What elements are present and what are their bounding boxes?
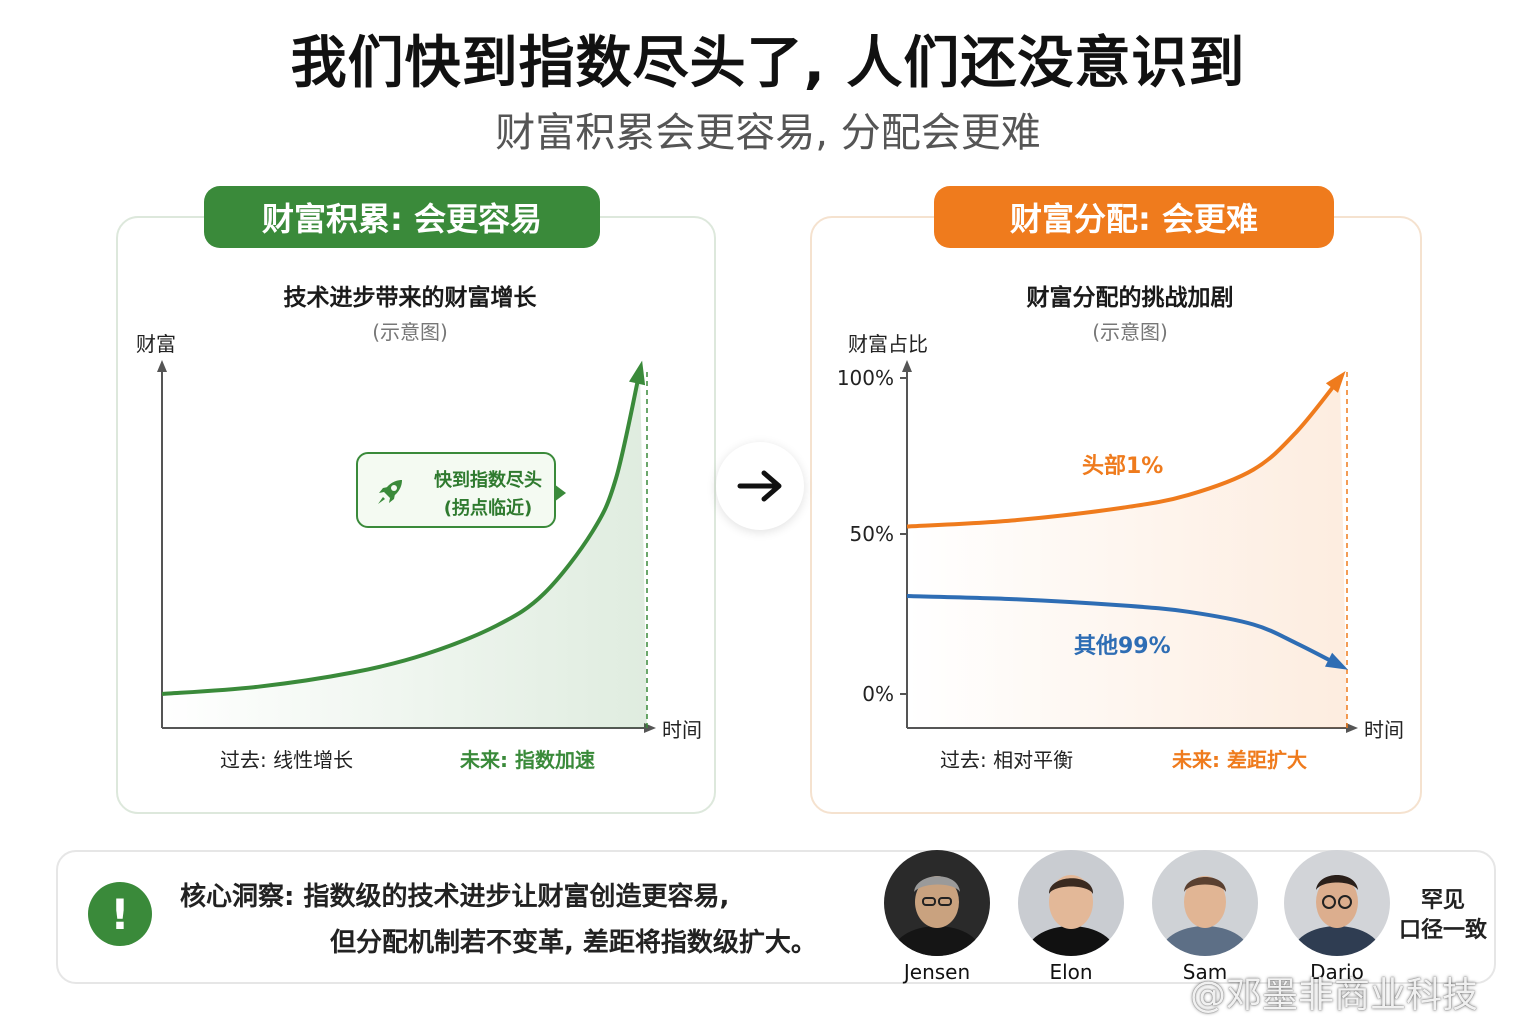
top-share-arrow-head bbox=[1325, 371, 1346, 393]
top-share-series-line bbox=[906, 376, 1342, 529]
wealth-distribution-badge: 财富分配: 会更难 bbox=[934, 186, 1334, 248]
rest-share-series-label: 其他99% bbox=[1074, 634, 1171, 659]
wealth-accumulation-badge: 财富积累: 会更容易 bbox=[204, 186, 600, 248]
portrait-jensen bbox=[884, 850, 990, 956]
y-tick-0: 0% bbox=[862, 682, 894, 706]
callout-subtitle: (拐点临近) bbox=[443, 498, 533, 519]
consensus-line-2: 口径一致 bbox=[1398, 918, 1487, 943]
growth-x-axis-label: 时间 bbox=[662, 718, 702, 742]
growth-y-axis-label: 财富 bbox=[136, 332, 176, 356]
inflection-callout: 快到指数尽头 (拐点临近) bbox=[356, 452, 566, 528]
insight-line-1: 核心洞察: 指数级的技术进步让财富创造更容易, bbox=[180, 882, 730, 912]
page-subtitle: 财富积累会更容易, 分配会更难 bbox=[495, 110, 1041, 156]
portrait-sam bbox=[1152, 850, 1258, 956]
name-dario: Dario bbox=[1310, 960, 1364, 984]
share-x-axis-label: 时间 bbox=[1364, 718, 1404, 742]
growth-past-label: 过去: 线性增长 bbox=[220, 748, 354, 772]
growth-series-line bbox=[161, 369, 642, 696]
rest-share-arrow-head bbox=[1325, 652, 1348, 670]
y-tick-100: 100% bbox=[836, 366, 894, 390]
share-past-label: 过去: 相对平衡 bbox=[940, 748, 1074, 772]
portrait-elon bbox=[1018, 850, 1124, 956]
name-jensen: Jensen bbox=[903, 960, 971, 984]
rest-share-series-line bbox=[906, 594, 1341, 668]
share-chart-note: (示意图) bbox=[1092, 320, 1168, 344]
growth-arrow-head bbox=[629, 360, 646, 386]
share-future-label: 未来: 差距扩大 bbox=[1172, 748, 1307, 772]
consensus-note: 罕见 口径一致 bbox=[1396, 886, 1490, 946]
avatar-dario bbox=[1284, 850, 1390, 956]
rocket-icon bbox=[378, 480, 402, 504]
exclamation-icon: ! bbox=[88, 882, 152, 946]
portrait-dario bbox=[1284, 850, 1390, 956]
avatar-elon bbox=[1018, 850, 1124, 956]
growth-area bbox=[162, 370, 647, 728]
share-chart-title: 财富分配的挑战加剧 bbox=[1026, 285, 1234, 311]
arrow-right-icon bbox=[737, 470, 782, 502]
watermark: @邓墨非商业科技 bbox=[1190, 975, 1479, 1016]
growth-chart-title: 技术进步带来的财富增长 bbox=[283, 285, 537, 311]
growth-y-axis bbox=[157, 360, 167, 728]
share-area bbox=[907, 378, 1347, 728]
callout-title: 快到指数尽头 bbox=[434, 470, 542, 491]
page-title: 我们快到指数尽头了, 人们还没意识到 bbox=[290, 31, 1246, 96]
transition-arrow bbox=[716, 442, 804, 530]
avatar-sam bbox=[1152, 850, 1258, 956]
name-sam: Sam bbox=[1182, 960, 1228, 984]
growth-chart-note: (示意图) bbox=[372, 320, 448, 344]
insight-line-2: 但分配机制若不变革, 差距将指数级扩大。 bbox=[330, 928, 817, 958]
name-elon: Elon bbox=[1049, 960, 1093, 984]
consensus-line-1: 罕见 bbox=[1420, 888, 1465, 913]
top-share-series-label: 头部1% bbox=[1082, 454, 1164, 479]
y-tick-50: 50% bbox=[849, 522, 894, 546]
growth-future-label: 未来: 指数加速 bbox=[460, 748, 595, 772]
share-y-axis-label: 财富占比 bbox=[848, 332, 928, 356]
avatar-jensen bbox=[884, 850, 990, 956]
